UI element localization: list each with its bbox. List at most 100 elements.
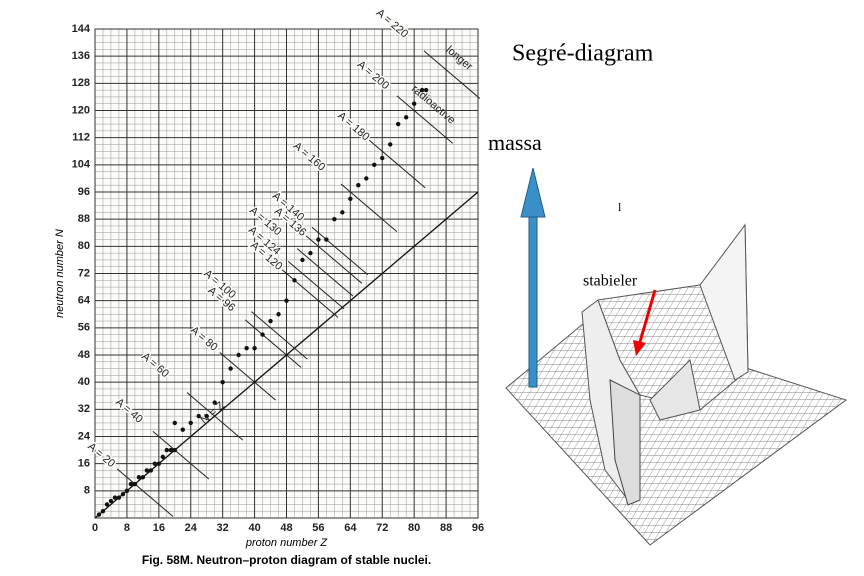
- chart-title: Fig. 58M. Neutron–proton diagram of stab…: [142, 553, 431, 567]
- x-tick-label: 48: [280, 522, 292, 534]
- nucleus-point: [332, 216, 337, 222]
- isobar-line: [251, 311, 308, 360]
- nucleus-point: [148, 468, 154, 473]
- y-tick-label: 80: [78, 240, 90, 252]
- chart: 0 8 16 24 32 40 48 56 64 72 80 88 96 8 16 24 32 40 48 56 64 7…: [54, 5, 484, 567]
- nucleus-point: [419, 87, 425, 93]
- y-tick-label: 120: [72, 104, 90, 116]
- nucleus-point: [396, 121, 401, 127]
- isobar-line: [152, 431, 210, 480]
- x-tick-label: 96: [472, 522, 484, 534]
- nucleus-point: [168, 447, 174, 453]
- nucleus-point: [104, 502, 110, 507]
- x-tick-label: 16: [153, 522, 165, 534]
- nucleus-point: [423, 87, 429, 93]
- isobar-line: [116, 468, 174, 517]
- nucleus-point: [228, 366, 233, 371]
- nucleus-point: [403, 115, 409, 120]
- slide-title: Segré-diagram: [512, 41, 654, 67]
- isobar-line: [244, 319, 302, 368]
- y-tick-label: 88: [78, 213, 90, 225]
- nucleus-point: [388, 142, 393, 147]
- isobar-line: [396, 95, 454, 144]
- x-tick-label: 72: [376, 522, 388, 534]
- stable-label: stabieler: [583, 273, 638, 290]
- nucleus-point: [308, 250, 313, 256]
- nucleus-point: [172, 447, 177, 453]
- x-tick-label: 56: [312, 522, 324, 534]
- nucleus-point: [160, 454, 166, 460]
- nucleus-point: [364, 176, 369, 181]
- y-tick-label: 8: [84, 485, 90, 497]
- y-tick-label: 32: [78, 403, 90, 415]
- nucleus-point: [372, 162, 377, 168]
- x-tick-label: 32: [217, 522, 229, 534]
- nucleus-point: [236, 352, 241, 358]
- y-tick-label: 24: [78, 430, 91, 442]
- nucleus-point: [268, 318, 273, 324]
- nucleus-point: [324, 237, 329, 242]
- nucleus-point: [212, 400, 217, 405]
- nucleus-point: [316, 237, 321, 242]
- stable-arrow: [633, 289, 657, 356]
- nucleus-point: [252, 346, 257, 351]
- y-tick-label: 144: [72, 23, 91, 35]
- nucleus-point: [144, 468, 150, 473]
- isobar-line: [423, 50, 481, 99]
- nucleus-point: [284, 298, 289, 303]
- marker: l: [618, 200, 622, 214]
- nucleus-point: [348, 196, 353, 201]
- nucleus-point: [300, 257, 305, 263]
- isobar-line: [311, 226, 369, 276]
- y-tick-label: 104: [72, 159, 91, 171]
- nucleus-point: [96, 512, 102, 517]
- y-tick-label: 112: [72, 132, 90, 144]
- nucleus-point: [116, 495, 122, 500]
- y-axis-label: neutron number N: [54, 229, 66, 318]
- nucleus-point: [108, 498, 114, 504]
- nucleus-point: [276, 312, 281, 317]
- x-axis-label: proton number Z: [245, 537, 329, 549]
- y-tick-label: 96: [78, 186, 90, 198]
- nucleus-point: [380, 155, 385, 161]
- nucleus-point: [196, 413, 201, 419]
- nucleus-point: [340, 210, 345, 215]
- nucleus-point: [188, 420, 193, 426]
- nucleus-point: [136, 475, 142, 480]
- nucleus-point: [411, 101, 417, 106]
- y-tick-label: 56: [78, 322, 90, 334]
- isobar-line: [219, 352, 276, 401]
- isobar-line: [281, 269, 339, 318]
- surface-3d: [505, 223, 848, 546]
- nucleus-point: [172, 420, 177, 426]
- nucleus-point: [152, 461, 158, 466]
- y-tick-label: 72: [78, 267, 90, 279]
- nucleus-point: [120, 492, 126, 497]
- y-tick-label: 64: [78, 295, 91, 307]
- x-tick-label: 40: [248, 522, 260, 534]
- nucleus-point: [128, 481, 134, 487]
- isobar-line: [305, 235, 363, 284]
- nucleus-point: [112, 495, 118, 500]
- arrow-label: massa: [488, 130, 542, 155]
- nucleus-point: [132, 481, 138, 487]
- x-tick-label: 0: [92, 522, 98, 534]
- x-tick-label: 8: [124, 522, 130, 534]
- y-tick-label: 16: [78, 458, 90, 470]
- nucleus-point: [180, 427, 185, 432]
- nucleus-point: [124, 488, 130, 494]
- isobar-line: [368, 139, 426, 189]
- y-tick-label: 128: [72, 77, 90, 89]
- nucleus-point: [140, 475, 146, 480]
- nucleus-point: [164, 447, 170, 453]
- nucleus-point: [244, 346, 249, 351]
- x-tick-label: 64: [344, 522, 357, 534]
- nucleus-point: [356, 183, 361, 188]
- nucleus-point: [260, 332, 265, 337]
- nucleus-point: [100, 509, 106, 514]
- nucleus-point: [204, 413, 209, 419]
- x-tick-label: 80: [408, 522, 420, 534]
- isobar-line: [296, 248, 354, 297]
- isobar-line: [186, 392, 244, 441]
